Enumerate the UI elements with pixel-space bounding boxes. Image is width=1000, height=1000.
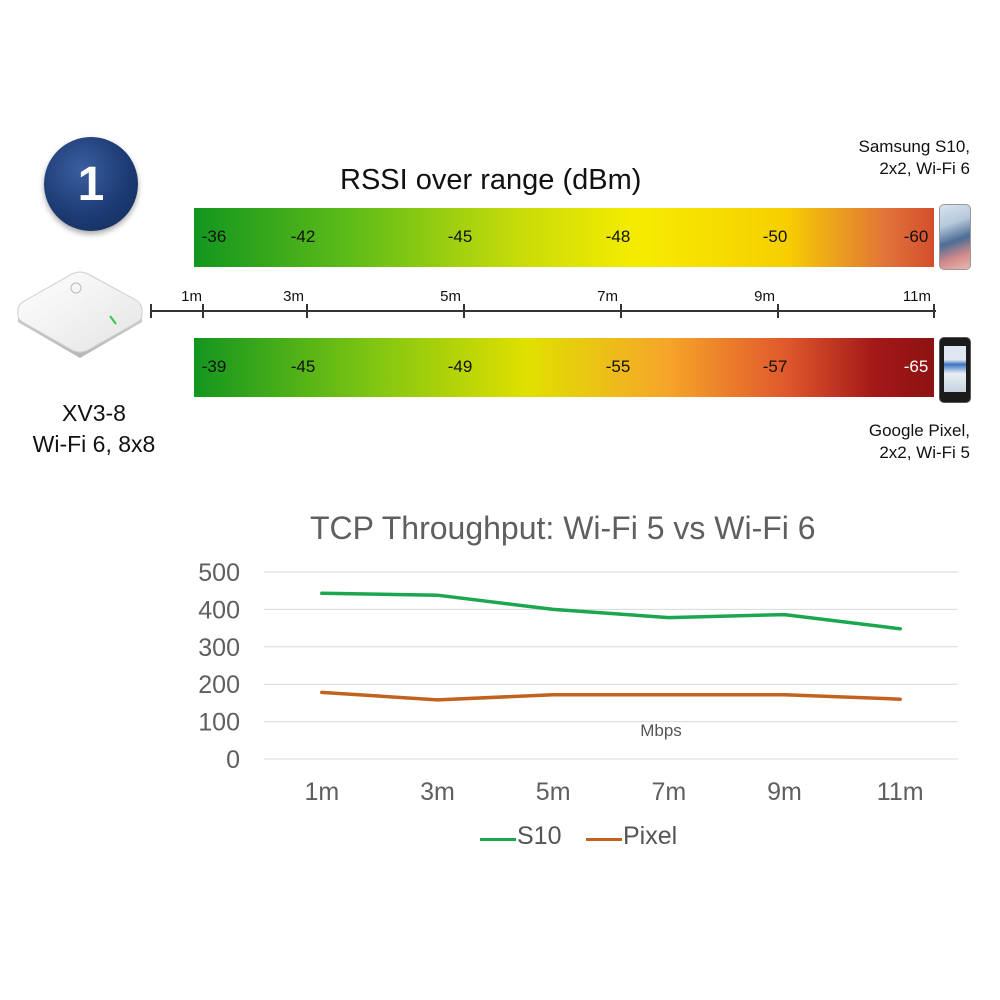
axis-label-7m: 7m — [597, 288, 618, 305]
x-tick-label-7m: 7m — [651, 778, 686, 806]
pixel-label-line1: Google Pixel, — [868, 421, 970, 440]
samsung-device-label: Samsung S10, 2x2, Wi-Fi 6 — [858, 136, 970, 180]
pixel-rssi-7m: -55 — [605, 357, 631, 376]
rssi-title: RSSI over range (dBm) — [340, 164, 642, 196]
legend-s10-line — [480, 838, 516, 841]
axis-label-9m: 9m — [754, 288, 775, 305]
pixel-rssi-5m: -49 — [447, 357, 473, 376]
x-tick-label-11m: 11m — [877, 778, 924, 806]
distance-axis-line — [150, 310, 936, 312]
pixel-rssi-3m: -45 — [290, 357, 316, 376]
s10-rssi-7m: -48 — [605, 227, 631, 246]
units-annotation: Mbps — [640, 721, 682, 740]
s10-rssi-1m: -36 — [201, 227, 227, 246]
chart-title: TCP Throughput: Wi-Fi 5 vs Wi-Fi 6 — [310, 510, 816, 546]
samsung-label-line1: Samsung S10, — [858, 137, 970, 156]
y-tick-label-100: 100 — [198, 709, 240, 737]
axis-label-3m: 3m — [283, 288, 304, 305]
y-tick-label-300: 300 — [198, 634, 240, 662]
access-point-label: XV3-8 Wi-Fi 6, 8x8 — [14, 398, 174, 460]
s10-rssi-9m: -50 — [762, 227, 788, 246]
s10-rssi-3m: -42 — [290, 227, 316, 246]
y-tick-label-500: 500 — [198, 559, 240, 587]
pixel-rssi-bar: -39 -45 -49 -55 -57 -65 — [194, 338, 934, 397]
axis-label-11m: 11m — [902, 288, 931, 305]
pixel-device-label: Google Pixel, 2x2, Wi-Fi 5 — [869, 420, 970, 464]
axis-tick-1m — [202, 304, 204, 318]
x-tick-label-1m: 1m — [304, 778, 339, 806]
pixel-rssi-9m: -57 — [762, 357, 788, 376]
axis-tick-9m — [777, 304, 779, 318]
access-point-image — [10, 258, 150, 368]
pixel-rssi-11m: -65 — [903, 357, 929, 376]
ap-model: XV3-8 — [62, 400, 126, 426]
axis-tick-7m — [620, 304, 622, 318]
y-tick-label-400: 400 — [198, 596, 240, 624]
pixel-rssi-1m: -39 — [201, 357, 227, 376]
legend-s10-label: S10 — [517, 822, 562, 850]
axis-label-1m: 1m — [181, 288, 202, 305]
series-line-s10 — [320, 591, 902, 631]
s10-rssi-5m: -45 — [447, 227, 473, 246]
samsung-label-line2: 2x2, Wi-Fi 6 — [879, 159, 970, 178]
s10-rssi-bar: -36 -42 -45 -48 -50 -60 — [194, 208, 934, 267]
axis-label-5m: 5m — [440, 288, 461, 305]
y-tick-label-0: 0 — [226, 746, 240, 774]
ap-spec: Wi-Fi 6, 8x8 — [32, 431, 156, 457]
s10-rssi-11m: -60 — [903, 227, 929, 246]
step-number-badge: 1 — [44, 137, 138, 231]
axis-tick-origin — [150, 304, 152, 318]
samsung-phone-icon — [939, 204, 971, 270]
legend-pixel-label: Pixel — [623, 822, 678, 850]
pixel-label-line2: 2x2, Wi-Fi 5 — [879, 443, 970, 462]
x-tick-label-5m: 5m — [536, 778, 571, 806]
x-tick-label-9m: 9m — [767, 778, 802, 806]
pixel-phone-icon — [939, 337, 971, 403]
legend-pixel-line — [586, 838, 622, 841]
x-tick-label-3m: 3m — [420, 778, 455, 806]
series-line-pixel — [320, 690, 902, 702]
axis-tick-3m — [306, 304, 308, 318]
axis-tick-11m — [933, 304, 935, 318]
y-tick-label-200: 200 — [198, 671, 240, 699]
axis-tick-5m — [463, 304, 465, 318]
